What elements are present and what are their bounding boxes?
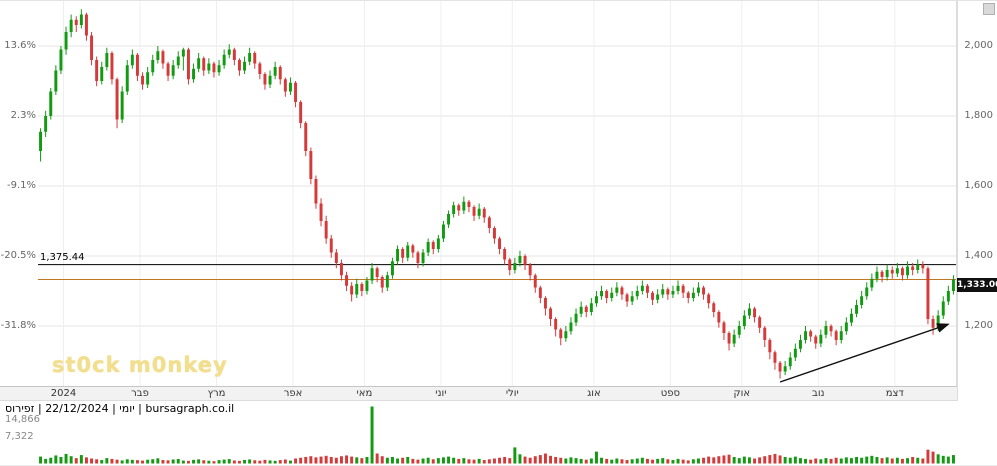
current-price-badge: 1,333.00 xyxy=(957,278,997,292)
pct-tick: -31.8% xyxy=(0,320,36,331)
month-label: יוני xyxy=(435,388,447,399)
trend-arrow-layer xyxy=(779,323,950,383)
price-tick: 1,800 xyxy=(964,110,993,121)
month-label: ספט xyxy=(660,388,680,399)
price-tick: 2,000 xyxy=(964,40,993,51)
month-axis: 2024 פבר מרץ אפר מאי יוני יולי אוג ספט אוק נוב דצמ xyxy=(0,386,957,401)
ref-lines-layer xyxy=(38,264,956,280)
month-label: מאי xyxy=(356,388,373,399)
volume-layer xyxy=(39,406,955,464)
footer-info: יומי | 22/12/2024 | זפירוס | bursagraph.… xyxy=(5,402,235,415)
price-tick: 1,600 xyxy=(964,180,993,191)
price-tick: 1,400 xyxy=(964,250,993,261)
pct-tick: -20.5% xyxy=(0,250,36,261)
volume-tick: 7,322 xyxy=(5,431,34,442)
month-label: אוק xyxy=(733,388,751,399)
month-label: פבר xyxy=(131,388,149,399)
month-label: אוג xyxy=(587,388,601,399)
candles-layer xyxy=(39,9,955,379)
watermark: st0ck m0nkey xyxy=(52,353,228,377)
month-label: דצמ xyxy=(885,388,904,399)
ref-line-label: 1,375.44 xyxy=(40,252,85,263)
volume-tick: 14,866 xyxy=(5,414,40,425)
pct-tick: 2.3% xyxy=(10,110,36,121)
month-label: מרץ xyxy=(207,388,226,399)
corner-widget[interactable] xyxy=(983,3,995,15)
month-label: אפר xyxy=(283,388,303,399)
pct-tick: -9.1% xyxy=(6,180,36,191)
month-label: יולי xyxy=(505,388,519,399)
month-label: 2024 xyxy=(50,388,77,399)
price-tick: 1,200 xyxy=(964,320,993,331)
grid-layer xyxy=(38,1,958,401)
month-label: נוב xyxy=(812,388,825,399)
pct-tick: 13.6% xyxy=(4,40,36,51)
